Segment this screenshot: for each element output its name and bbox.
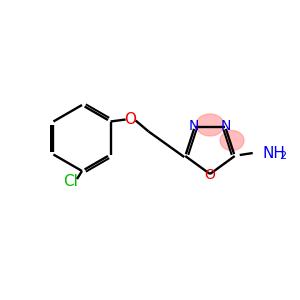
Text: NH: NH [263, 146, 286, 160]
Text: N: N [221, 119, 232, 133]
Text: Cl: Cl [64, 175, 78, 190]
Text: O: O [124, 112, 136, 127]
Ellipse shape [220, 130, 244, 151]
Text: O: O [205, 168, 215, 182]
Text: 2: 2 [279, 151, 286, 161]
Ellipse shape [196, 114, 224, 136]
Text: N: N [188, 119, 199, 133]
